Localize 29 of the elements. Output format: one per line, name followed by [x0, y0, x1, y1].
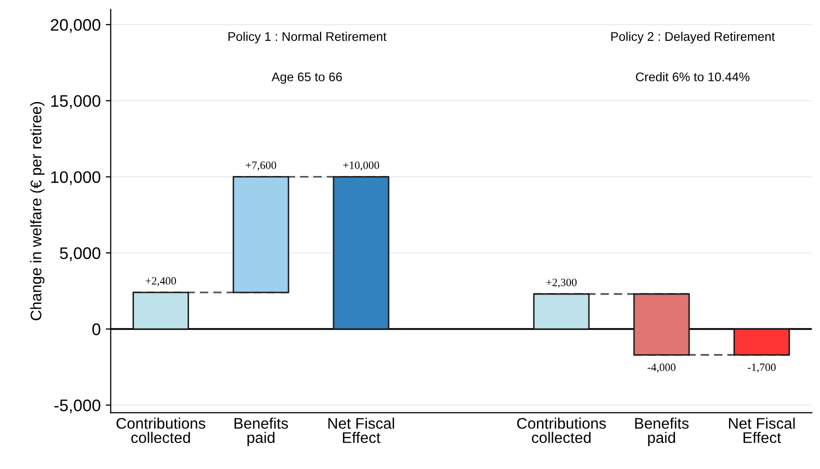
bar	[132, 292, 190, 330]
bar	[633, 293, 690, 356]
annotation: Age 65 to 66	[272, 72, 342, 84]
y-tick-label: -5,000	[54, 400, 100, 414]
bar	[232, 176, 290, 294]
x-tick-label: Net Fiscal Effect	[328, 418, 394, 444]
bar	[533, 293, 590, 330]
data-label: -4,000	[648, 364, 676, 373]
bar	[733, 328, 790, 356]
annotation: Policy 1 : Normal Retirement	[228, 32, 386, 44]
data-label: +10,000	[343, 161, 380, 171]
data-label: +7,600	[246, 161, 276, 171]
annotation: Credit 6% to 10.44%	[636, 72, 750, 82]
y-tick-label: 20,000	[50, 19, 100, 33]
x-tick-label: Contributions collected	[116, 418, 206, 444]
data-label: +2,400	[146, 277, 176, 286]
x-tick-label: Contributions collected	[517, 418, 606, 444]
x-tick-label: Benefits paid	[635, 418, 689, 446]
data-label: -1,700	[748, 364, 776, 373]
x-tick-label: Benefits paid	[234, 418, 288, 446]
x-tick-label: Net Fiscal Effect	[729, 418, 795, 444]
y-axis-title: Change in welfare (€ per retiree)	[30, 102, 44, 320]
annotation: Policy 2 : Delayed Retirement	[611, 32, 775, 44]
y-tick-label: 10,000	[51, 171, 100, 185]
data-label: +2,300	[546, 278, 577, 288]
bar	[332, 176, 390, 330]
y-tick-label: 15,000	[51, 95, 100, 109]
y-tick-label: 5,000	[60, 247, 100, 262]
y-tick-label: 0	[92, 323, 100, 336]
